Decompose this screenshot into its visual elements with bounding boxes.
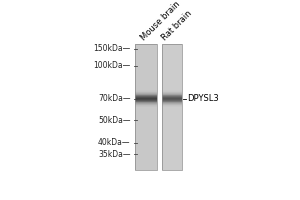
Bar [162,90,182,91]
Bar [135,97,157,98]
Bar [162,91,182,92]
Bar [135,100,157,101]
Bar [135,96,157,97]
Bar [162,96,182,97]
Bar [162,44,182,170]
Text: Mouse brain: Mouse brain [139,0,182,42]
Bar [162,104,182,105]
Bar [162,103,182,104]
Text: 150kDa—: 150kDa— [93,44,130,53]
Bar [162,99,182,100]
Text: 70kDa—: 70kDa— [98,94,130,103]
Bar [162,100,182,101]
Text: Rat brain: Rat brain [160,9,194,42]
Bar [135,98,157,99]
Bar [162,106,182,107]
Bar [135,90,157,91]
Text: 40kDa—: 40kDa— [98,138,130,147]
Bar [162,93,182,94]
Bar [157,44,162,170]
Bar [135,105,157,106]
Bar [135,44,157,170]
Text: DPYSL3: DPYSL3 [188,94,219,103]
Bar [162,98,182,99]
Bar [135,95,157,96]
Bar [162,97,182,98]
Bar [162,44,182,170]
Bar [135,103,157,104]
Bar [135,102,157,103]
Bar [162,95,182,96]
Bar [135,101,157,102]
Bar [162,105,182,106]
Bar [135,106,157,107]
Text: 100kDa—: 100kDa— [93,61,130,70]
Bar [162,101,182,102]
Text: 50kDa—: 50kDa— [98,116,130,125]
Bar [162,92,182,93]
Bar [135,104,157,105]
Bar [162,102,182,103]
Bar [135,44,157,170]
Bar [135,93,157,94]
Text: 35kDa—: 35kDa— [98,150,130,159]
Bar [135,99,157,100]
Bar [135,94,157,95]
Bar [135,92,157,93]
Bar [135,91,157,92]
Bar [162,94,182,95]
